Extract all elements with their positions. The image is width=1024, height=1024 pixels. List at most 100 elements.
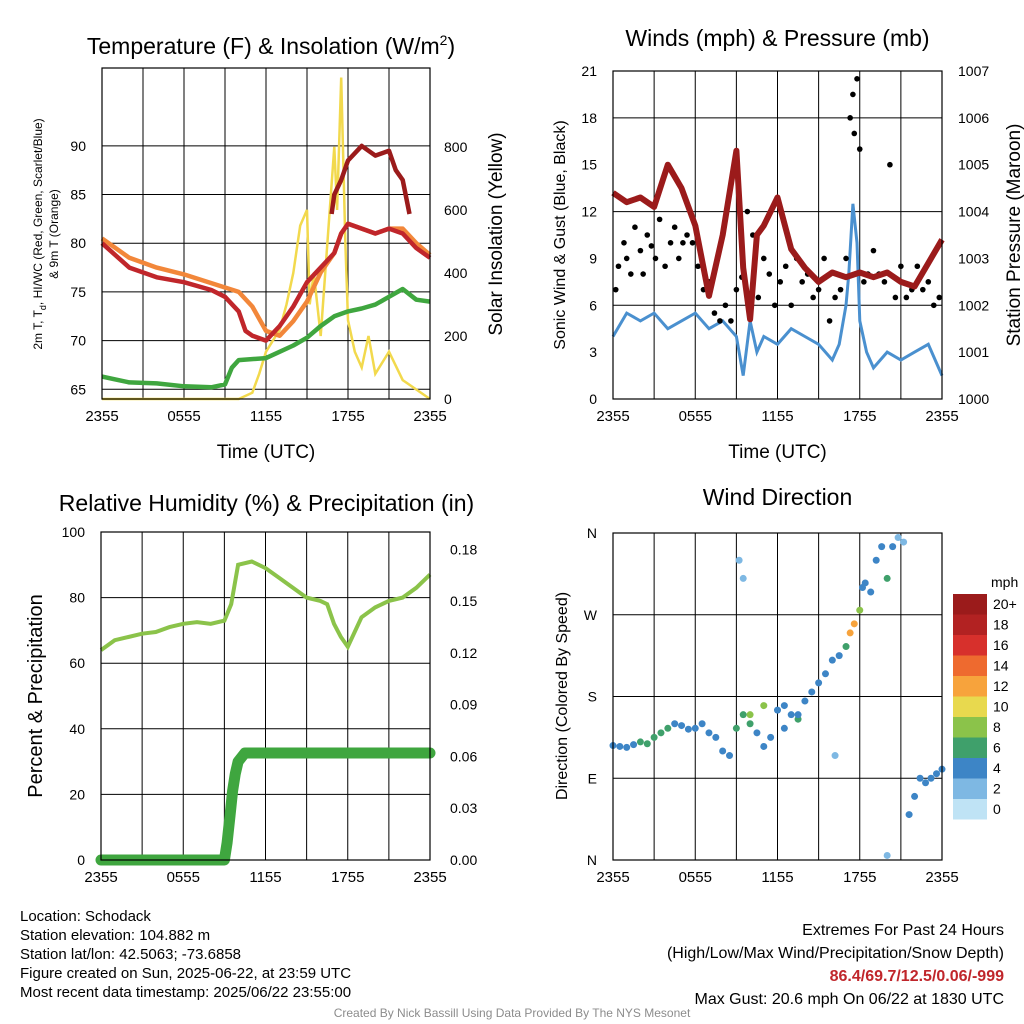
gust-point [648, 243, 655, 249]
gust-point [815, 286, 822, 293]
gust-point [695, 263, 701, 270]
pressure-line [611, 147, 945, 323]
title-text: Temperature (F) & Insolation (W/m [87, 33, 440, 59]
direction-point [933, 770, 941, 778]
gust-point [680, 240, 686, 246]
y-tick-label: 75 [70, 284, 86, 300]
direction-point [780, 724, 788, 732]
gust-point [799, 279, 805, 285]
max-gust: Max Gust: 20.6 mph On 06/22 at 1830 UTC [694, 991, 1005, 1008]
y2-tick-label: 1000 [958, 391, 989, 407]
temperature-line [100, 221, 432, 343]
y-tick-label: 9 [589, 250, 597, 266]
gust-point [854, 76, 860, 82]
y2-tick-label: 0.09 [450, 697, 477, 713]
gust-point [662, 263, 668, 270]
legend-swatch [953, 737, 987, 758]
direction-point [911, 792, 919, 800]
x-tick-label: 1155 [250, 408, 282, 425]
direction-point [630, 741, 638, 749]
gust-point [821, 255, 827, 262]
gust-point [667, 240, 674, 246]
extremes-header: Extremes For Past 24 Hours [802, 922, 1004, 939]
gust-point [612, 286, 619, 293]
y-tick-label: 6 [589, 297, 597, 313]
gust-point [777, 279, 784, 285]
x-axis-label: Time (UTC) [728, 442, 827, 463]
y-tick-label: E [588, 770, 597, 786]
y-axis-label: Percent & Precipitation [25, 594, 47, 797]
gust-point [898, 263, 904, 270]
temperature-line [101, 286, 431, 390]
gust-point [771, 302, 778, 309]
temperature-line [329, 143, 412, 215]
direction-point [883, 851, 891, 859]
direction-point [760, 742, 768, 750]
direction-point [872, 556, 880, 564]
x-tick-label: 2355 [413, 869, 446, 886]
x-tick-label: 2355 [84, 869, 117, 886]
legend-label: 12 [993, 678, 1009, 694]
direction-point [856, 606, 864, 614]
gust-point [652, 255, 659, 262]
y2-tick-label: 0.12 [450, 645, 477, 661]
x-axis-label: Time (UTC) [217, 442, 316, 463]
y-axis-label: 2m T, Td, HI/WC (Red, Green, Scarlet/Blu… [31, 118, 48, 349]
y-tick-label: 70 [70, 333, 86, 349]
y-tick-label: 20 [69, 786, 85, 802]
panel-title: Relative Humidity (%) & Precipitation (i… [59, 490, 474, 516]
direction-point [664, 724, 672, 732]
direction-point [900, 538, 908, 546]
direction-point [650, 733, 658, 741]
direction-point [821, 670, 829, 678]
gust-point [887, 161, 893, 168]
plot-frame [101, 67, 431, 400]
direction-point [787, 711, 795, 719]
y-tick-label: 21 [581, 63, 597, 79]
y2-tick-label: 1003 [958, 250, 989, 266]
gust-point [711, 310, 718, 316]
y-tick-label: 80 [70, 235, 86, 251]
legend-label: 2 [993, 781, 1001, 797]
gust-point [782, 263, 789, 270]
direction-point [831, 752, 839, 760]
direction-point [746, 720, 754, 728]
y-tick-label: N [587, 525, 597, 541]
gust-point [810, 294, 816, 301]
x-tick-label: 0555 [679, 408, 712, 425]
gust-point [621, 240, 627, 246]
y2-tick-label: 1006 [958, 110, 989, 126]
x-tick-label: 0555 [167, 869, 200, 886]
y2-tick-label: 0.00 [450, 852, 477, 868]
y2-tick-label: 200 [444, 328, 468, 344]
speed-legend: mph 20+ 18 16 14 12 10 8 6 4 2 0 [953, 574, 1018, 820]
gust-point [837, 286, 844, 293]
y-label-part: , HI/WC (Red, Green, Scarlet/Blue) [31, 118, 45, 305]
legend-swatch [953, 696, 987, 717]
figure-created: Figure created on Sun, 2025-06-22, at 23… [20, 965, 352, 982]
panel-title: Winds (mph) & Pressure (mb) [625, 25, 929, 51]
gust-point [766, 271, 773, 277]
legend-label: 18 [993, 617, 1009, 633]
y2-tick-label: 0.15 [450, 593, 477, 609]
direction-point [739, 574, 747, 582]
legend-title: mph [991, 574, 1018, 590]
y2-tick-label: 1002 [958, 297, 989, 313]
direction-point [850, 620, 858, 628]
legend-swatch [953, 676, 987, 697]
legend-label: 8 [993, 719, 1001, 735]
temperature-panel: 2355 0555 1155 1755 2355 65 70 75 80 85 90 0 200 400 6… [31, 32, 507, 463]
precipitation-line [95, 747, 436, 866]
gust-point [676, 255, 682, 262]
legend-label: 0 [993, 801, 1001, 817]
direction-point [678, 722, 686, 730]
direction-point [735, 556, 743, 564]
y-axis-label: Sonic Wind & Gust (Blue, Black) [552, 120, 569, 349]
direction-point [657, 729, 665, 737]
x-tick-label: 1755 [331, 869, 364, 886]
x-tick-label: 1755 [843, 408, 876, 425]
direction-point [691, 724, 699, 732]
humidity-precip-panel: 2355 0555 1155 1755 23550204060801000.000.03… [25, 490, 477, 886]
gust-point [847, 115, 853, 121]
